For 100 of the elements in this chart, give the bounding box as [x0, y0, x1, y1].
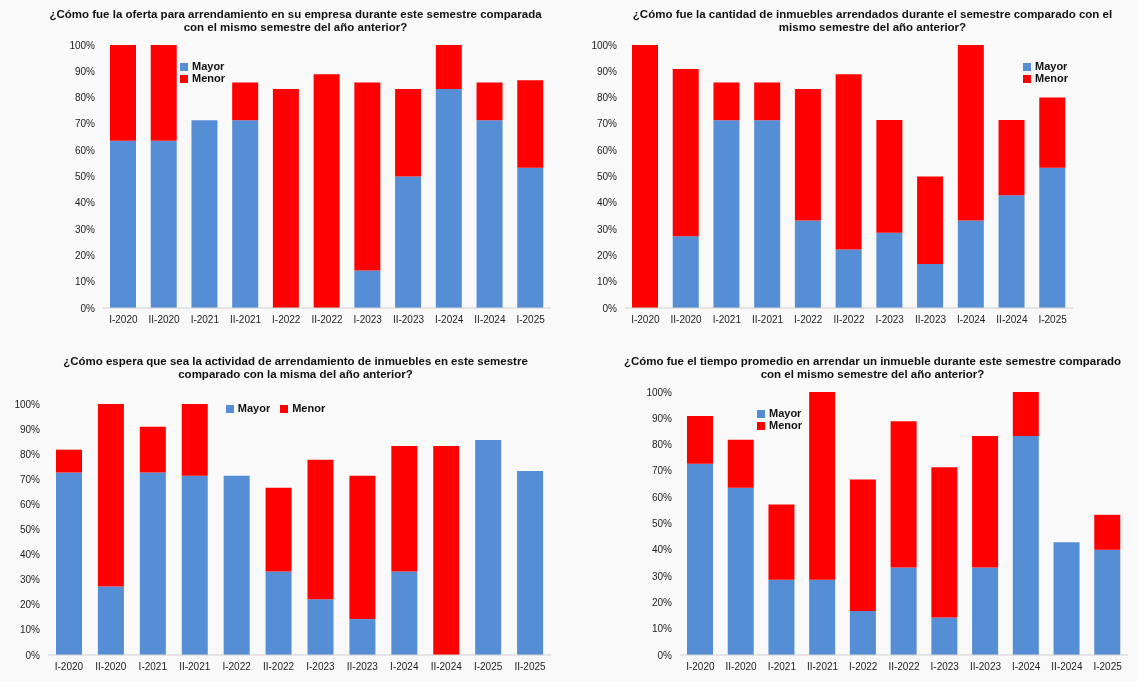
legend-label: Mayor	[769, 407, 802, 419]
bar	[181, 475, 208, 655]
y-tick-label: 100%	[646, 386, 673, 398]
y-tick-label: 80%	[19, 448, 41, 460]
y-tick-label: 10%	[19, 624, 41, 636]
y-tick-label: 20%	[19, 599, 41, 611]
bar	[713, 120, 740, 308]
bar	[435, 45, 462, 89]
bar	[835, 249, 862, 308]
x-tick-label: I-2021	[190, 314, 220, 326]
y-tick-label: 10%	[651, 623, 673, 635]
x-tick-label: I-2023	[875, 314, 905, 326]
bar	[768, 504, 795, 580]
bar	[849, 479, 876, 612]
bar	[972, 435, 999, 568]
y-tick-label: 60%	[19, 498, 41, 510]
x-tick-label: I-2022	[272, 314, 301, 326]
x-tick-label: I-2022	[222, 661, 252, 673]
bar	[713, 82, 740, 121]
y-tick-label: 20%	[651, 596, 673, 608]
y-tick-label: 40%	[74, 197, 96, 209]
bar	[97, 404, 124, 587]
bar	[476, 120, 503, 308]
y-tick-label: 50%	[651, 518, 673, 530]
bar	[391, 571, 418, 655]
bar	[391, 445, 418, 572]
y-tick-label: 0%	[80, 302, 96, 314]
x-tick-label: II-2021	[806, 661, 839, 673]
bar	[890, 421, 917, 568]
x-tick-label: I-2024	[957, 314, 986, 326]
bar	[265, 571, 292, 655]
bar	[517, 471, 544, 655]
bar	[110, 45, 136, 141]
y-tick-label: 30%	[19, 574, 41, 586]
bar	[672, 236, 699, 308]
legend-label: Menor	[292, 402, 326, 414]
y-tick-label: 0%	[602, 302, 618, 314]
bar	[1039, 167, 1066, 308]
x-tick-label: I-2025	[1038, 314, 1068, 326]
x-tick-label: I-2023	[353, 314, 383, 326]
bar	[223, 475, 250, 655]
bar	[1012, 392, 1039, 436]
bar	[395, 88, 422, 177]
y-tick-label: 20%	[74, 249, 96, 261]
x-tick-label: I-2022	[849, 661, 878, 673]
x-tick-label: I-2025	[516, 314, 546, 326]
bar	[917, 264, 944, 308]
legend-label: Mayor	[237, 402, 271, 414]
y-tick-label: 40%	[651, 544, 673, 556]
chart-title: ¿Cómo fue el tiempo promedio en arrendar un inmueble durante este semestre comparado con el mismo semestre del año anterior?	[622, 355, 1123, 381]
bar	[1094, 549, 1121, 655]
y-tick-label: 50%	[74, 171, 96, 183]
bar	[972, 567, 999, 655]
bar	[1039, 97, 1066, 168]
legend-label: Mayor	[1035, 60, 1068, 72]
bar	[917, 176, 944, 265]
bar	[1012, 435, 1039, 655]
x-tick-label: I-2025	[473, 661, 503, 673]
y-tick-label: 30%	[651, 570, 673, 582]
bar	[150, 45, 177, 141]
y-tick-label: 70%	[19, 473, 41, 485]
y-tick-label: 10%	[596, 276, 618, 288]
bar	[232, 120, 259, 308]
bar	[265, 487, 292, 572]
bar	[232, 82, 259, 121]
bar	[354, 270, 381, 308]
bar	[957, 220, 984, 308]
x-tick-label: II-2024	[1051, 661, 1083, 673]
legend-label: Menor	[769, 419, 802, 431]
y-tick-label: 80%	[596, 92, 618, 104]
bar	[754, 120, 781, 308]
y-tick-label: 60%	[651, 491, 673, 503]
x-tick-label: I-2023	[306, 661, 336, 673]
x-tick-label: II-2022	[311, 314, 343, 326]
y-tick-label: 30%	[596, 223, 618, 235]
bar	[56, 449, 82, 473]
x-tick-label: II-2020	[95, 661, 127, 673]
y-tick-label: 100%	[14, 398, 41, 410]
y-tick-label: 40%	[19, 549, 41, 561]
x-tick-label: I-2024	[1012, 661, 1041, 673]
y-tick-label: 80%	[651, 439, 673, 451]
bar	[809, 392, 836, 580]
bar	[97, 586, 124, 655]
bar	[1053, 542, 1080, 655]
bar	[475, 439, 502, 655]
x-tick-label: I-2023	[930, 661, 960, 673]
bar	[272, 88, 299, 308]
legend-label: Menor	[1035, 72, 1068, 84]
y-tick-label: 70%	[596, 118, 618, 130]
bar	[56, 472, 82, 655]
bar	[931, 467, 958, 618]
y-tick-label: 0%	[657, 649, 673, 661]
bar	[517, 167, 544, 308]
y-tick-label: 20%	[596, 249, 618, 261]
y-tick-label: 100%	[69, 39, 96, 51]
bar	[150, 140, 177, 308]
bar	[139, 472, 166, 655]
bar	[395, 176, 422, 308]
bar	[727, 487, 754, 655]
legend-label: Mayor	[192, 60, 225, 72]
